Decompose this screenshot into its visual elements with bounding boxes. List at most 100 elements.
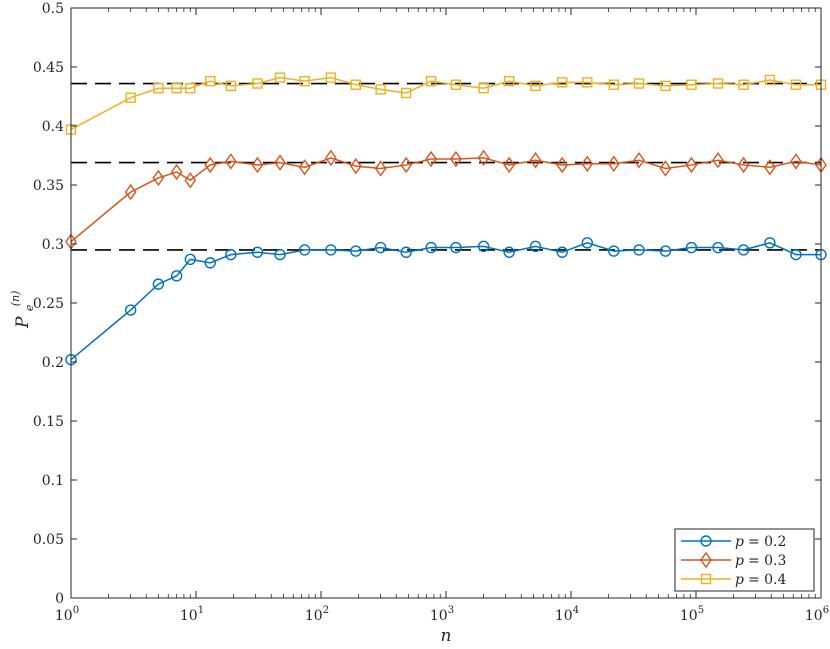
data-point-diamond (529, 152, 542, 169)
svg-text:P e (n): P e (n) (9, 291, 38, 329)
data-point-square (712, 78, 724, 89)
x-tick-label: 105 (680, 605, 704, 624)
data-point-diamond (659, 160, 672, 177)
data-point-diamond (581, 155, 594, 172)
data-point-circle (556, 246, 568, 258)
data-point-circle (790, 248, 802, 261)
y-tick-label: 0.2 (42, 355, 64, 371)
data-point-diamond (152, 169, 165, 187)
y-tick-label: 0.5 (42, 1, 64, 17)
data-point-circle (737, 244, 750, 256)
y-tick-label: 0.35 (33, 178, 64, 194)
x-tick-label: 101 (180, 605, 204, 624)
x-axis-label: n (441, 626, 452, 646)
data-point-square (125, 92, 136, 103)
data-point-square (660, 80, 671, 92)
data-point-diamond (204, 156, 217, 174)
x-tick-label: 106 (805, 605, 829, 624)
data-point-circle (124, 304, 137, 316)
legend-entry: p = 0.4 (681, 572, 787, 588)
x-tick-label: 103 (430, 605, 454, 624)
data-point-diamond (224, 153, 237, 170)
x-tick-label: 100 (55, 605, 79, 624)
legend-label: p = 0.3 (735, 553, 786, 569)
data-point-diamond (400, 156, 413, 174)
data-point-square (608, 79, 620, 90)
data-point-circle (170, 270, 183, 282)
y-tick-label: 0.4 (42, 119, 64, 135)
data-point-diamond (503, 156, 516, 174)
data-point-circle (712, 241, 724, 254)
data-point-circle (425, 241, 437, 254)
data-point-square (478, 83, 489, 94)
legend-label: p = 0.2 (735, 534, 786, 550)
data-point-square (350, 79, 362, 90)
y-tick-label: 0.3 (42, 237, 64, 253)
data-point-square (503, 75, 515, 87)
data-point-diamond (124, 183, 137, 201)
x-axis: 100 101 102 103 104 105 106 (55, 8, 829, 624)
data-point-square (375, 84, 386, 95)
data-point-circle (659, 245, 672, 257)
data-point-diamond (251, 156, 264, 174)
data-point-circle (152, 278, 165, 290)
series-1 (65, 237, 827, 366)
data-point-diamond (325, 149, 337, 167)
data-point-square (764, 74, 776, 86)
y-tick-label: 0.1 (42, 473, 64, 489)
data-point-circle (450, 241, 462, 254)
data-point-diamond (170, 163, 183, 181)
series-3 (65, 72, 827, 135)
y-tick-label: 0.05 (33, 532, 64, 548)
data-point-diamond (712, 152, 724, 169)
y-axis-label-sup: (n) (9, 291, 22, 307)
data-point-square (633, 78, 645, 89)
data-point-diamond (425, 150, 437, 168)
data-point-square (686, 79, 697, 90)
data-point-circle (325, 244, 337, 256)
y-tick-label: 0.25 (33, 296, 64, 312)
y-axis-label-sub: e (23, 304, 36, 311)
data-point-diamond (764, 159, 776, 176)
data-point-square (252, 78, 263, 89)
data-point-square (530, 80, 541, 92)
legend: p = 0.2 p = 0.3 p = 0.4 (674, 528, 815, 592)
data-point-diamond (274, 154, 286, 171)
data-point-diamond (556, 156, 569, 174)
data-point-square (556, 77, 568, 88)
data-point-diamond (450, 150, 462, 168)
x-tick-label: 104 (555, 605, 579, 624)
data-point-diamond (685, 156, 698, 174)
data-point-circle (608, 245, 620, 257)
data-point-circle (764, 237, 776, 249)
data-point-diamond (184, 172, 197, 189)
series-layer (65, 72, 827, 366)
data-point-square (425, 75, 437, 87)
data-point-square (325, 72, 337, 83)
data-point-circle (581, 237, 593, 249)
data-point-circle (298, 244, 311, 256)
data-point-circle (503, 246, 515, 258)
y-tick-label: 0.15 (33, 414, 64, 430)
y-tick-label: 0.45 (33, 60, 64, 76)
legend-entry: p = 0.3 (681, 551, 786, 569)
data-point-square (450, 79, 462, 90)
legend-entry: p = 0.2 (681, 534, 786, 550)
legend-label: p = 0.4 (735, 572, 787, 588)
data-point-diamond (607, 155, 620, 172)
data-point-square (700, 573, 712, 585)
data-point-square (400, 87, 412, 99)
data-point-diamond (700, 551, 712, 569)
data-point-circle (477, 240, 490, 253)
data-point-square (299, 75, 310, 87)
data-point-circle (274, 248, 286, 261)
data-point-square (790, 79, 802, 90)
data-point-square (171, 83, 182, 94)
data-point-diamond (298, 159, 311, 176)
data-point-diamond (477, 149, 490, 167)
data-point-square (153, 83, 164, 94)
data-point-square (225, 80, 237, 92)
data-point-circle (633, 244, 645, 256)
data-point-square (185, 83, 196, 94)
